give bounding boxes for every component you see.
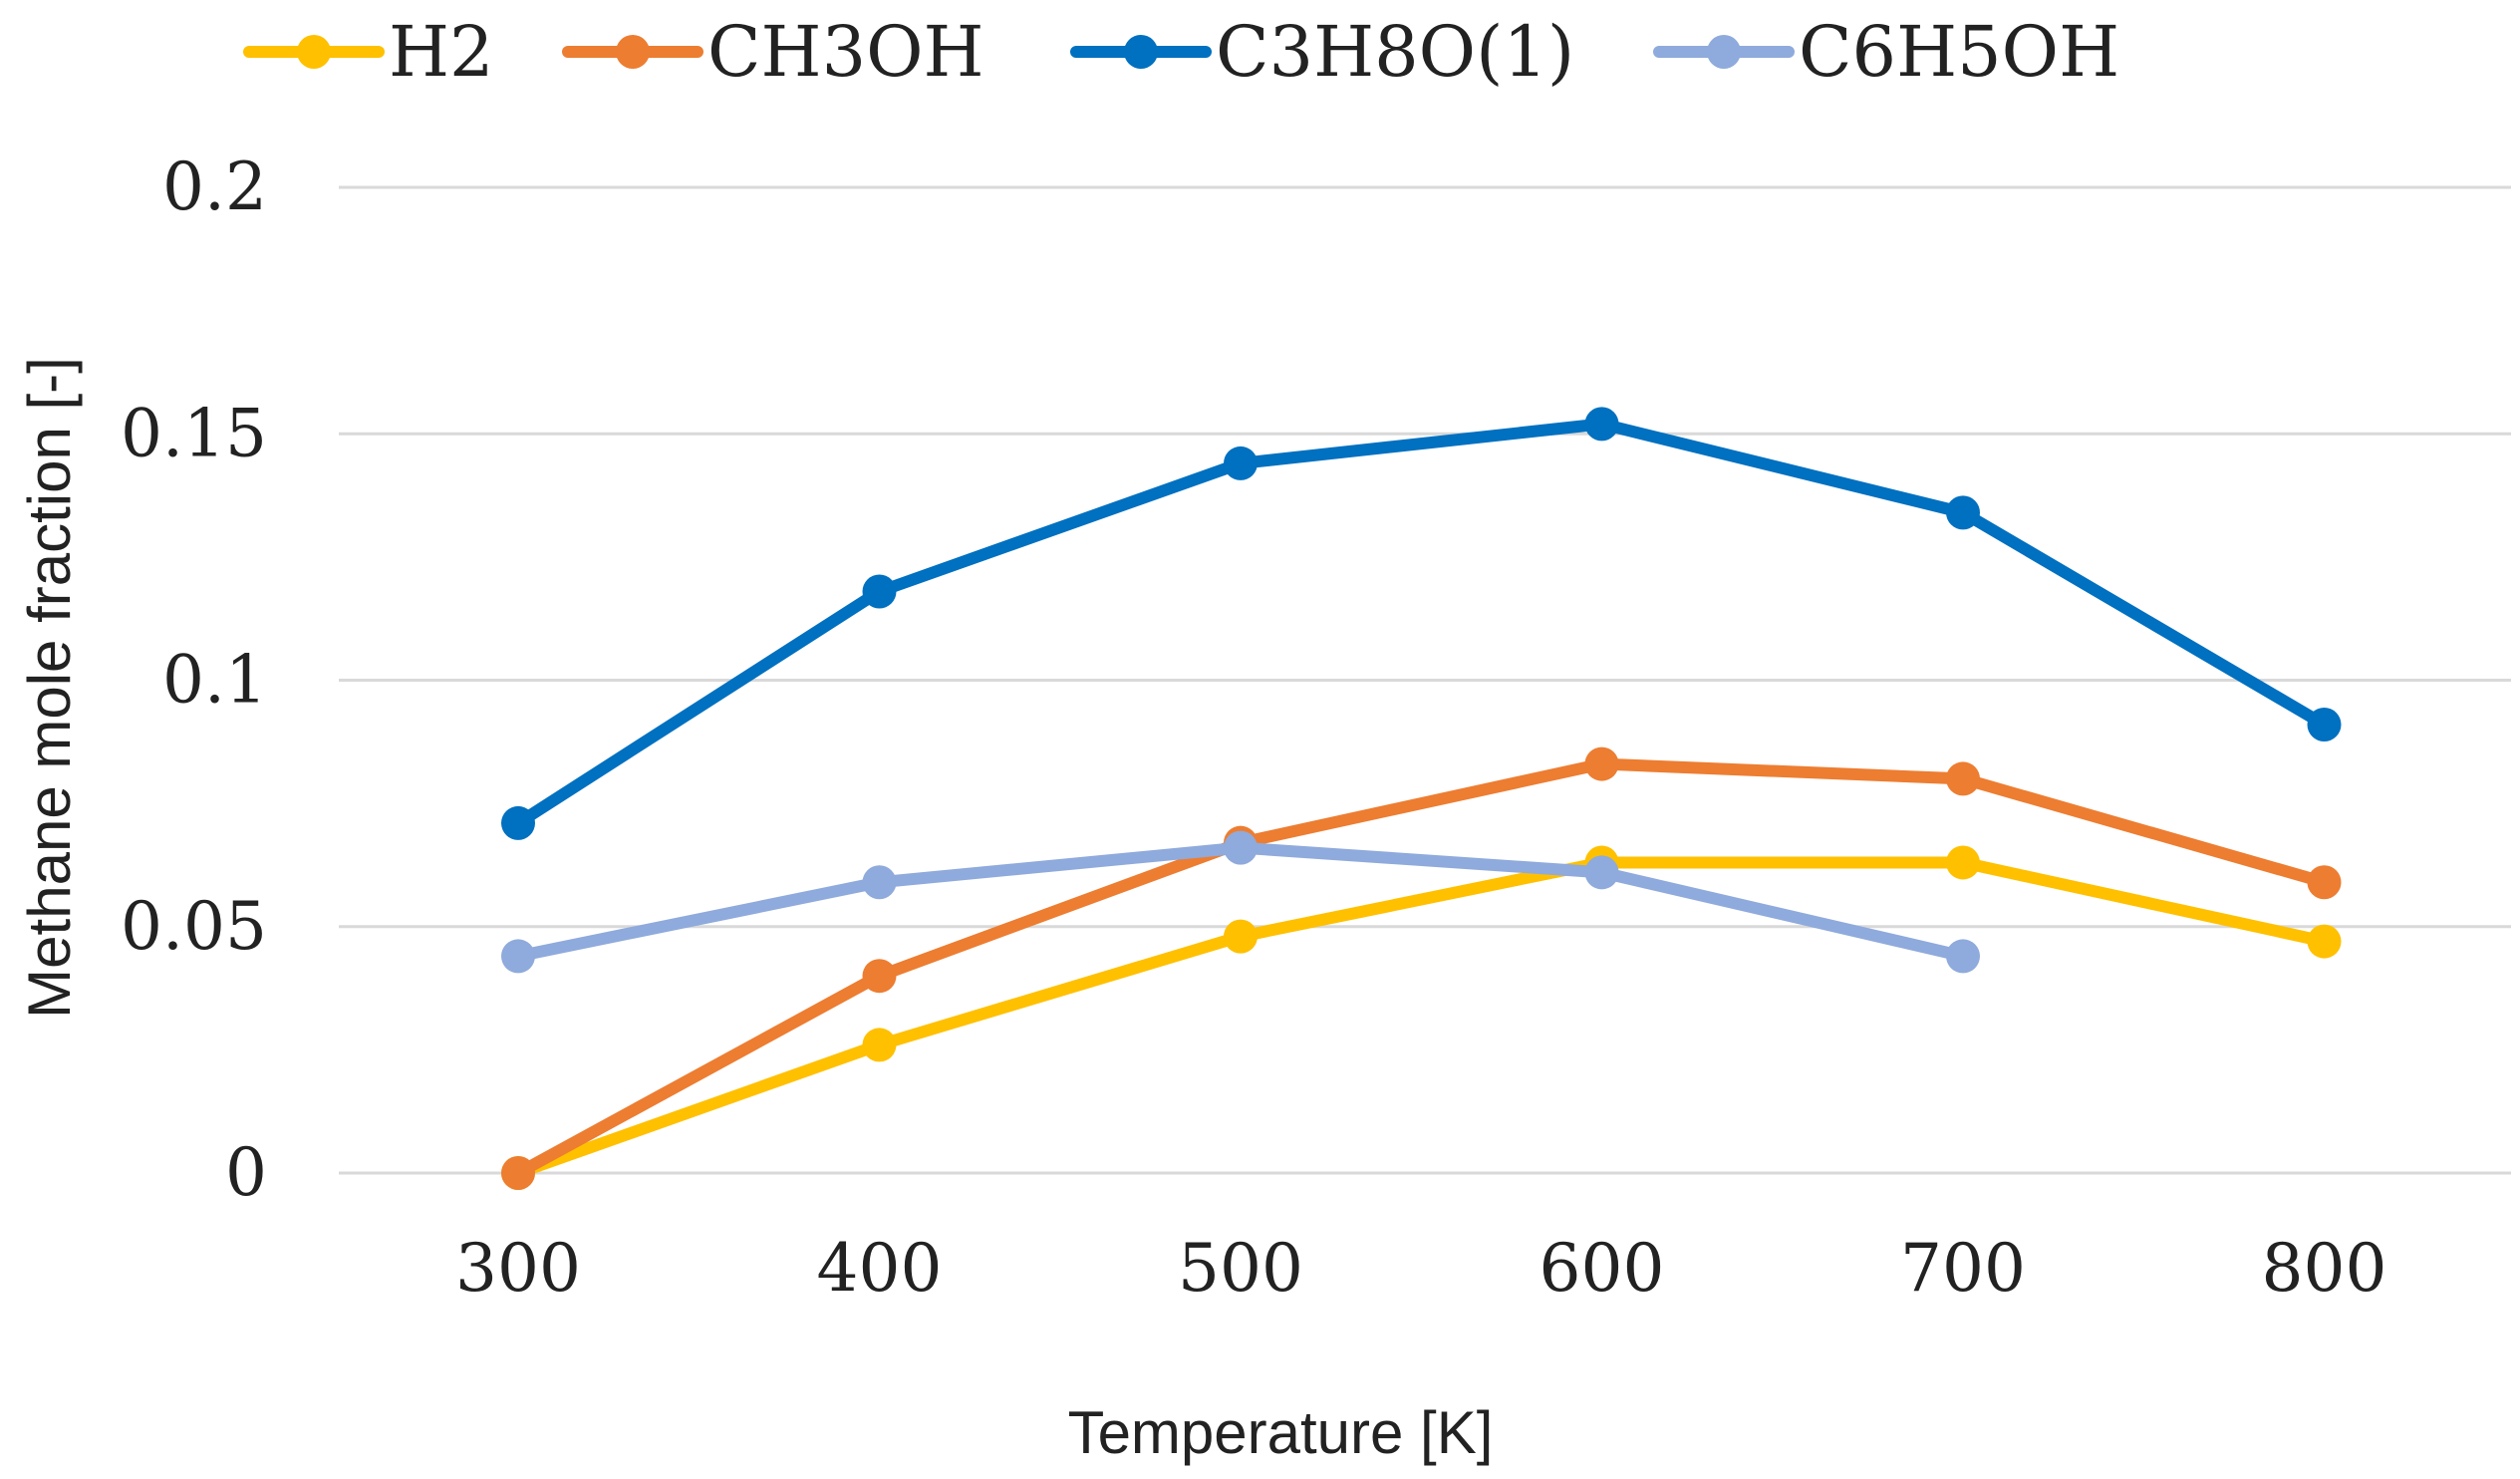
data-point-h2 bbox=[862, 1028, 897, 1062]
data-point-ch3oh bbox=[862, 959, 897, 994]
series-line-ch3oh bbox=[512, 757, 2331, 1179]
legend-swatch-marker bbox=[616, 35, 650, 69]
data-point-ch3oh bbox=[1584, 746, 1619, 781]
legend-label: H2 bbox=[389, 11, 494, 93]
gridlines bbox=[339, 185, 2511, 1175]
legend-item-c3h8o-1: C3H8O(1) bbox=[1070, 11, 1574, 93]
x-axis-label: Temperature [K] bbox=[1068, 1399, 1494, 1466]
data-point-c3h8o-1 bbox=[1224, 445, 1258, 480]
y-tick-label: 0.1 bbox=[162, 642, 267, 719]
data-point-ch3oh bbox=[2307, 865, 2342, 900]
y-tick-label: 0.05 bbox=[121, 888, 267, 965]
x-tick-label: 600 bbox=[1540, 1230, 1665, 1307]
legend-swatch-marker bbox=[1124, 35, 1158, 69]
data-point-h2 bbox=[2307, 924, 2342, 959]
y-axis-tick-labels: 0 0.05 0.1 0.15 0.2 bbox=[121, 148, 267, 1211]
legend-label: C3H8O(1) bbox=[1216, 11, 1574, 93]
legend-item-c6h5oh: C6H5OH bbox=[1653, 11, 2119, 93]
legend-item-h2: H2 bbox=[243, 11, 494, 93]
data-point-c6h5oh bbox=[1584, 855, 1619, 890]
series-c6h5oh bbox=[501, 830, 1980, 974]
data-point-c3h8o-1 bbox=[2307, 708, 2342, 742]
y-tick-label: 0.15 bbox=[121, 395, 267, 471]
legend-label: CH3OH bbox=[707, 11, 984, 93]
legend-item-ch3oh: CH3OH bbox=[562, 11, 984, 93]
series-line-h2 bbox=[512, 856, 2331, 1179]
x-tick-label: 800 bbox=[2262, 1230, 2387, 1307]
x-tick-label: 700 bbox=[1900, 1230, 2026, 1307]
data-point-c6h5oh bbox=[862, 865, 897, 900]
x-tick-label: 500 bbox=[1178, 1230, 1303, 1307]
y-axis-label: Methane mole fraction [-] bbox=[16, 357, 83, 1019]
series-group bbox=[501, 407, 2342, 1190]
data-point-c6h5oh bbox=[1224, 830, 1258, 865]
data-point-ch3oh bbox=[1946, 761, 1980, 796]
series-ch3oh bbox=[501, 746, 2342, 1190]
data-point-c6h5oh bbox=[501, 939, 535, 974]
data-point-c6h5oh bbox=[1946, 939, 1980, 974]
legend-swatch-marker bbox=[1707, 35, 1741, 69]
legend: H2 CH3OH C3H8O(1) C6H5OH bbox=[243, 11, 2119, 93]
x-tick-label: 400 bbox=[817, 1230, 943, 1307]
series-line-c3h8o-1 bbox=[512, 418, 2331, 829]
data-point-c3h8o-1 bbox=[862, 574, 897, 609]
data-point-c3h8o-1 bbox=[501, 805, 535, 840]
data-point-c3h8o-1 bbox=[1946, 495, 1980, 530]
data-point-ch3oh bbox=[501, 1156, 535, 1190]
data-point-h2 bbox=[1224, 919, 1258, 954]
legend-label: C6H5OH bbox=[1799, 11, 2119, 93]
y-tick-label: 0.2 bbox=[162, 148, 267, 225]
y-tick-label: 0 bbox=[225, 1134, 267, 1211]
data-point-h2 bbox=[1946, 845, 1980, 880]
data-point-c3h8o-1 bbox=[1584, 407, 1619, 442]
series-c3h8o-1 bbox=[501, 407, 2342, 840]
x-tick-label: 300 bbox=[455, 1230, 581, 1307]
x-axis-tick-labels: 300 400 500 600 700 800 bbox=[455, 1230, 2386, 1307]
legend-swatch-marker bbox=[297, 35, 331, 69]
